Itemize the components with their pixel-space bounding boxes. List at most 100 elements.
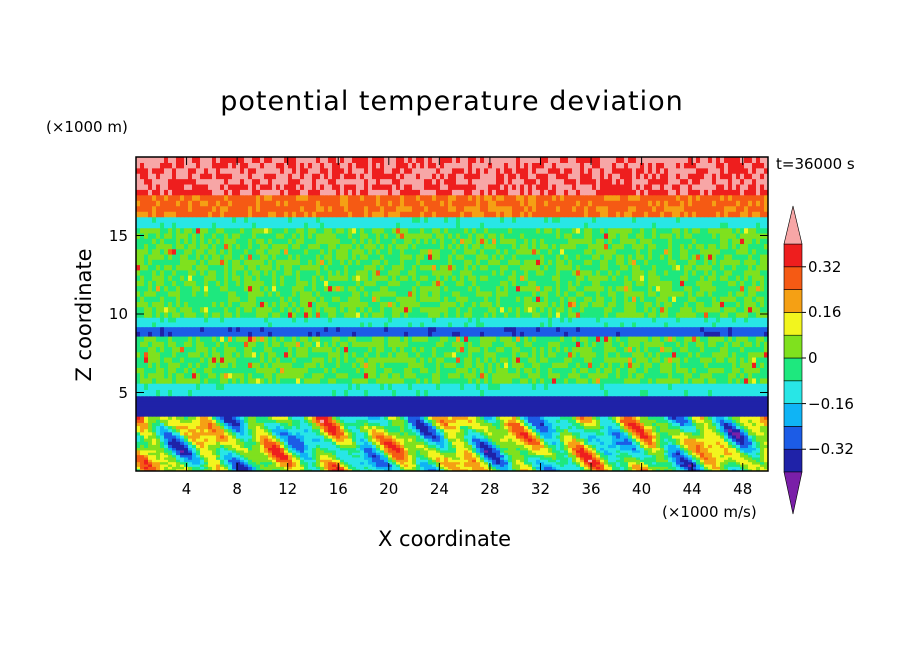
heatmap-cell — [196, 422, 201, 427]
heatmap-cell — [320, 444, 325, 449]
heatmap-cell — [172, 449, 177, 453]
heatmap-cell — [640, 447, 645, 451]
heatmap-cell — [756, 449, 761, 453]
heatmap-cell — [284, 434, 289, 439]
heatmap-cell — [568, 422, 573, 427]
heatmap-cell — [428, 441, 433, 445]
heatmap-cell — [208, 362, 213, 368]
heatmap-cell — [396, 422, 401, 427]
heatmap-cell — [576, 383, 581, 390]
heatmap-cell — [500, 377, 505, 384]
heatmap-cell — [332, 463, 337, 467]
heatmap-cell — [276, 449, 281, 453]
heatmap-cell — [156, 410, 161, 417]
heatmap-cell — [532, 416, 537, 420]
heatmap-cell — [180, 461, 185, 465]
heatmap-cell — [524, 459, 529, 463]
heatmap-cell — [448, 400, 453, 407]
heatmap-cell — [756, 463, 761, 467]
heatmap-cell — [188, 459, 193, 463]
heatmap-cell — [224, 335, 229, 342]
heatmap-cell — [200, 346, 205, 353]
heatmap-cell — [312, 468, 317, 471]
heatmap-cell — [528, 341, 533, 348]
heatmap-cell — [396, 410, 401, 417]
heatmap-cell — [324, 351, 329, 358]
heatmap-cell — [584, 383, 589, 390]
heatmap-cell — [640, 431, 645, 436]
heatmap-cell — [608, 444, 613, 449]
heatmap-cell — [224, 422, 229, 427]
heatmap-cell — [444, 372, 449, 379]
heatmap-cell — [196, 346, 201, 353]
heatmap-cell — [328, 395, 333, 402]
heatmap-cell — [684, 438, 689, 442]
heatmap-cell — [328, 400, 333, 407]
heatmap-cell — [696, 466, 701, 470]
heatmap-cell — [500, 367, 505, 374]
heatmap-cell — [164, 335, 169, 342]
heatmap-cell — [220, 395, 225, 402]
heatmap-cell — [392, 346, 397, 353]
heatmap-cell — [744, 452, 749, 456]
heatmap-cell — [696, 438, 701, 442]
heatmap-cell — [256, 449, 261, 453]
heatmap-cell — [432, 400, 437, 407]
heatmap-cell — [504, 405, 509, 412]
heatmap-cell — [648, 425, 653, 430]
heatmap-cell — [148, 459, 153, 463]
heatmap-cell — [696, 425, 701, 430]
heatmap-cell — [440, 400, 445, 407]
heatmap-cell — [488, 377, 493, 384]
heatmap-cell — [528, 395, 533, 402]
heatmap-cell — [712, 383, 717, 390]
heatmap-cell — [464, 377, 469, 384]
heatmap-cell — [504, 452, 509, 456]
heatmap-cell — [384, 367, 389, 374]
heatmap-cell — [152, 367, 157, 374]
heatmap-cell — [424, 438, 429, 442]
heatmap-cell — [292, 466, 297, 470]
heatmap-cell — [368, 346, 373, 353]
heatmap-cell — [684, 419, 689, 423]
heatmap-cell — [140, 367, 145, 374]
heatmap-cell — [384, 410, 389, 417]
heatmap-cell — [740, 449, 745, 453]
heatmap-cell — [140, 419, 145, 423]
heatmap-cell — [288, 419, 293, 423]
heatmap-cell — [292, 431, 297, 436]
heatmap-cell — [692, 416, 697, 420]
heatmap-cell — [324, 449, 329, 453]
heatmap-cell — [644, 461, 649, 465]
heatmap-cell — [372, 335, 377, 342]
heatmap-cell — [612, 395, 617, 402]
heatmap-cell — [572, 461, 577, 465]
heatmap-cell — [620, 431, 625, 436]
heatmap-cell — [248, 405, 253, 412]
heatmap-cell — [424, 454, 429, 458]
heatmap-cell — [364, 428, 369, 433]
heatmap-cell — [720, 452, 725, 456]
heatmap-cell — [488, 456, 493, 460]
heatmap-cell — [512, 456, 517, 460]
heatmap-cell — [448, 466, 453, 470]
heatmap-cell — [684, 410, 689, 417]
heatmap-cell — [268, 351, 273, 358]
heatmap-cell — [344, 341, 349, 348]
heatmap-cell — [424, 452, 429, 456]
heatmap-cell — [140, 395, 145, 402]
heatmap-cell — [476, 461, 481, 465]
heatmap-cell — [528, 456, 533, 460]
heatmap-cell — [308, 356, 313, 363]
heatmap-cell — [248, 346, 253, 353]
heatmap-cell — [340, 395, 345, 402]
heatmap-cell — [316, 449, 321, 453]
heatmap-cell — [336, 452, 341, 456]
heatmap-cell — [416, 459, 421, 463]
heatmap-cell — [640, 456, 645, 460]
heatmap-cell — [664, 400, 669, 407]
heatmap-cell — [336, 419, 341, 423]
heatmap-cell — [264, 428, 269, 433]
heatmap-cell — [188, 346, 193, 353]
heatmap-cell — [292, 419, 297, 423]
